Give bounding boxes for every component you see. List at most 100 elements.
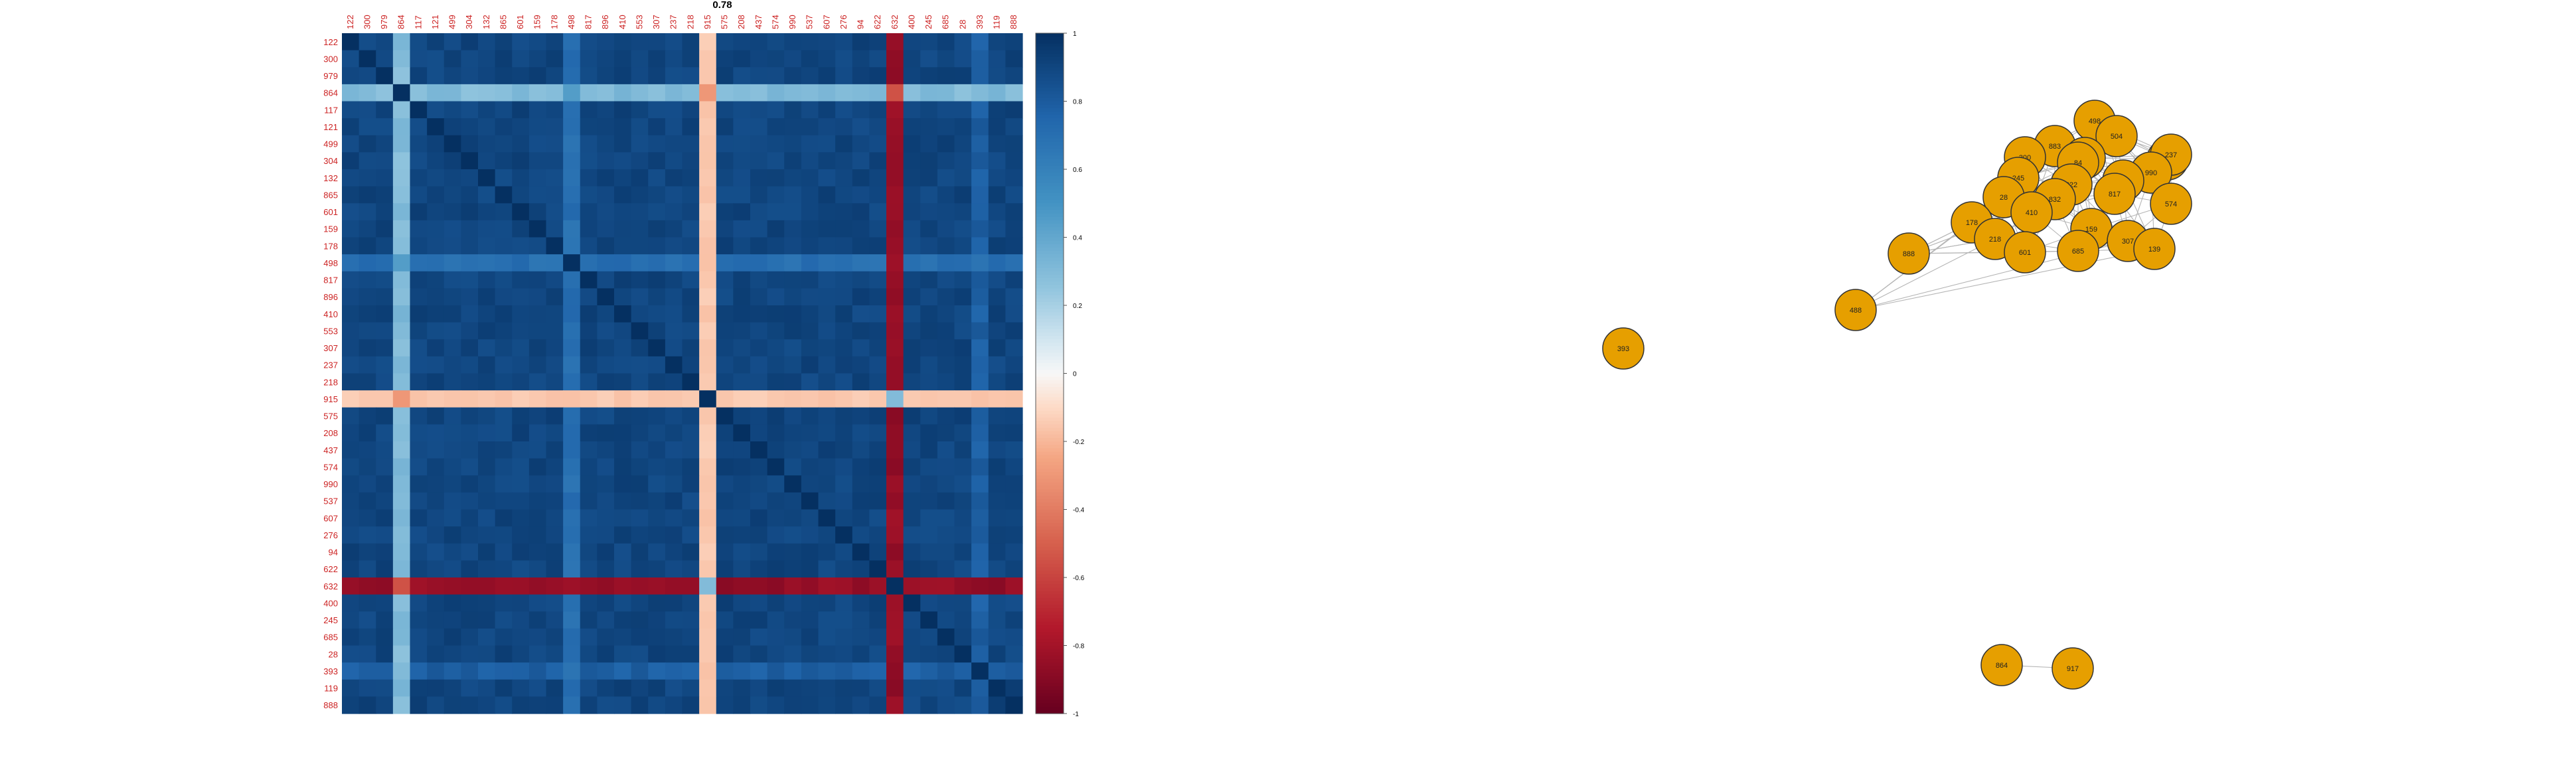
heatmap-cell	[631, 645, 649, 663]
colorbar-segment	[1036, 608, 1064, 612]
heatmap-cell	[512, 152, 530, 170]
colorbar-segment	[1036, 700, 1064, 704]
heatmap-cell	[784, 373, 802, 391]
heatmap-cell	[682, 662, 700, 680]
heatmap-cell	[767, 339, 785, 357]
heatmap-cell	[665, 271, 683, 289]
heatmap-cell	[801, 33, 819, 51]
colorbar-segment	[1036, 414, 1064, 418]
heatmap-cell	[852, 560, 870, 578]
column-label: 276	[839, 15, 848, 29]
heatmap-cell	[443, 577, 461, 595]
heatmap-cell	[937, 118, 955, 136]
heatmap-cell	[427, 526, 445, 544]
network-node: 883	[2034, 125, 2076, 167]
heatmap-cell	[410, 322, 428, 340]
heatmap-cell	[546, 407, 564, 425]
heatmap-cell	[1005, 645, 1023, 663]
network-edge	[2018, 157, 2085, 179]
heatmap-cell	[597, 169, 615, 187]
heatmap-cell	[852, 475, 870, 493]
heatmap-cell	[342, 203, 360, 221]
heatmap-cell	[920, 458, 938, 476]
heatmap-cell	[767, 424, 785, 442]
heatmap-cell	[665, 696, 683, 714]
heatmap-cell	[478, 84, 496, 102]
heatmap-cell	[818, 645, 836, 663]
network-edge	[2054, 145, 2085, 159]
network-edge	[2123, 159, 2168, 181]
heatmap-cell	[801, 543, 819, 561]
heatmap-cell	[818, 271, 836, 289]
heatmap-cell	[869, 254, 887, 272]
column-label: 28	[957, 20, 967, 29]
heatmap-cell	[648, 628, 666, 647]
heatmap-cell	[1005, 475, 1023, 493]
heatmap-cell	[631, 560, 649, 578]
heatmap-cell	[682, 645, 700, 663]
heatmap-cell	[478, 305, 496, 323]
heatmap-cell	[563, 594, 581, 612]
heatmap-cell	[869, 118, 887, 136]
heatmap-cell	[648, 356, 666, 374]
heatmap-cell	[614, 560, 632, 578]
heatmap-cell	[342, 543, 360, 561]
heatmap-cell	[920, 356, 938, 374]
heatmap-cell	[733, 679, 751, 697]
heatmap-cell	[801, 271, 819, 289]
heatmap-cell	[903, 492, 921, 510]
heatmap-cell	[988, 475, 1006, 493]
heatmap-cell	[359, 50, 376, 68]
heatmap-cell	[1005, 662, 1023, 680]
heatmap-cell	[631, 611, 649, 629]
heatmap-cell	[682, 373, 700, 391]
heatmap-cell	[682, 611, 700, 629]
heatmap-cell	[512, 84, 530, 102]
heatmap-cell	[443, 101, 461, 119]
network-edge	[2154, 203, 2172, 250]
colorbar-segment	[1036, 516, 1064, 520]
heatmap-cell	[784, 33, 802, 51]
network-edge	[2018, 177, 2092, 230]
colorbar-segment	[1036, 312, 1064, 316]
heatmap-cell	[614, 373, 632, 391]
heatmap-cell	[443, 305, 461, 323]
heatmap-cell	[427, 152, 445, 170]
heatmap-cell	[903, 424, 921, 442]
heatmap-cell	[443, 424, 461, 442]
heatmap-cell	[954, 288, 972, 306]
heatmap-cell	[461, 458, 479, 476]
heatmap-cell	[903, 509, 921, 527]
heatmap-cell	[682, 271, 700, 289]
row-label: 304	[323, 156, 338, 166]
heatmap-cell	[971, 152, 989, 170]
heatmap-cell	[852, 67, 870, 85]
heatmap-cell	[443, 611, 461, 629]
heatmap-cell	[614, 220, 632, 238]
heatmap-cell	[392, 186, 411, 204]
heatmap-cell	[733, 509, 751, 527]
heatmap-cell	[410, 390, 428, 408]
heatmap-cell	[988, 509, 1006, 527]
colorbar-segment	[1036, 434, 1064, 439]
colorbar-segment	[1036, 104, 1064, 109]
heatmap-cell	[546, 135, 564, 153]
heatmap-cell	[376, 356, 394, 374]
heatmap-cell	[478, 560, 496, 578]
heatmap-cell	[835, 594, 853, 612]
network-edge	[2150, 172, 2155, 250]
heatmap-cell	[427, 543, 445, 561]
network-edge	[2024, 157, 2085, 159]
heatmap-cell	[665, 152, 683, 170]
heatmap-cell	[665, 169, 683, 187]
row-label: 888	[323, 700, 338, 710]
heatmap-cell	[767, 169, 785, 187]
heatmap-cell	[835, 135, 853, 153]
network-node: 864	[1980, 644, 2023, 686]
heatmap-cell	[801, 339, 819, 357]
heatmap-cell	[614, 271, 632, 289]
colorbar-segment	[1036, 710, 1064, 714]
heatmap-cell	[342, 67, 360, 85]
heatmap-cell	[392, 458, 411, 476]
colorbar-segment	[1036, 274, 1064, 279]
